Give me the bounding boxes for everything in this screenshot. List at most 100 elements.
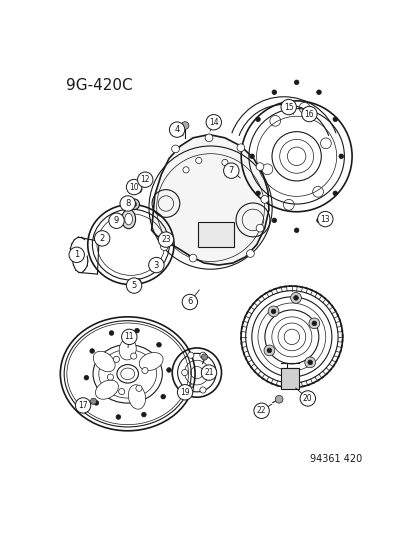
Circle shape (135, 385, 142, 391)
Circle shape (285, 374, 290, 378)
Circle shape (131, 202, 136, 207)
Circle shape (177, 385, 192, 400)
Text: 15: 15 (283, 102, 293, 111)
Circle shape (134, 185, 142, 193)
Circle shape (119, 389, 124, 394)
Circle shape (160, 243, 168, 251)
Circle shape (266, 348, 271, 353)
Circle shape (109, 330, 114, 335)
Text: 16: 16 (304, 109, 313, 118)
Text: 1: 1 (74, 251, 79, 259)
Circle shape (280, 99, 296, 115)
Circle shape (246, 250, 254, 257)
Circle shape (275, 395, 282, 403)
Text: 7: 7 (228, 166, 233, 175)
Circle shape (75, 398, 90, 413)
Circle shape (137, 172, 152, 188)
Text: 94361 420: 94361 420 (309, 454, 361, 464)
Circle shape (221, 159, 228, 166)
Circle shape (126, 278, 141, 293)
Circle shape (338, 154, 343, 159)
Bar (197, 222, 234, 247)
Text: 12: 12 (140, 175, 150, 184)
Circle shape (237, 144, 244, 151)
Circle shape (271, 90, 276, 94)
Circle shape (271, 309, 275, 314)
Text: 23: 23 (161, 235, 170, 244)
Bar (281, 368, 298, 390)
Text: 9G-420C: 9G-420C (65, 78, 132, 93)
Ellipse shape (124, 213, 132, 225)
Circle shape (249, 154, 254, 159)
Circle shape (299, 391, 315, 406)
Circle shape (183, 167, 189, 173)
Circle shape (282, 370, 292, 381)
Circle shape (304, 357, 315, 368)
Circle shape (301, 106, 316, 122)
Circle shape (317, 212, 332, 227)
Circle shape (142, 367, 148, 374)
Circle shape (206, 115, 221, 130)
Circle shape (166, 368, 171, 372)
Circle shape (308, 318, 319, 329)
Circle shape (199, 352, 206, 358)
Circle shape (260, 196, 268, 203)
Text: 13: 13 (320, 215, 329, 224)
Text: 8: 8 (125, 199, 130, 208)
Circle shape (311, 321, 316, 326)
Circle shape (294, 80, 298, 85)
Circle shape (94, 401, 98, 405)
Circle shape (271, 218, 276, 223)
Text: 3: 3 (153, 261, 159, 270)
Circle shape (156, 342, 161, 347)
Circle shape (256, 163, 263, 171)
Ellipse shape (121, 209, 135, 229)
Circle shape (69, 247, 84, 262)
Circle shape (294, 228, 298, 232)
Circle shape (255, 191, 260, 196)
Circle shape (169, 122, 184, 138)
Circle shape (141, 413, 146, 417)
Circle shape (205, 369, 211, 376)
Text: 10: 10 (129, 183, 138, 191)
Ellipse shape (139, 352, 163, 370)
Text: 4: 4 (174, 125, 179, 134)
Circle shape (84, 375, 88, 380)
Polygon shape (151, 134, 268, 265)
Circle shape (268, 306, 278, 317)
Circle shape (195, 157, 202, 164)
Text: 14: 14 (209, 118, 218, 127)
Circle shape (120, 196, 135, 211)
Circle shape (94, 231, 109, 246)
Circle shape (128, 199, 139, 209)
Circle shape (253, 403, 268, 418)
Circle shape (316, 218, 320, 223)
Circle shape (205, 134, 212, 142)
Circle shape (90, 398, 96, 405)
Circle shape (181, 369, 188, 376)
Ellipse shape (93, 351, 115, 372)
Circle shape (307, 360, 312, 365)
Circle shape (201, 365, 216, 380)
Circle shape (133, 278, 141, 286)
Circle shape (332, 117, 337, 122)
Circle shape (189, 254, 197, 262)
Circle shape (199, 387, 206, 393)
Text: 11: 11 (124, 333, 134, 341)
Circle shape (109, 213, 124, 229)
Circle shape (130, 353, 136, 359)
Circle shape (107, 374, 113, 380)
Circle shape (116, 415, 121, 419)
Circle shape (223, 163, 238, 179)
Text: 19: 19 (180, 388, 190, 397)
Circle shape (256, 224, 263, 232)
Circle shape (161, 394, 165, 399)
Circle shape (187, 352, 193, 358)
Text: 20: 20 (302, 394, 312, 403)
Circle shape (290, 293, 301, 303)
Text: 9: 9 (114, 216, 119, 225)
Circle shape (182, 294, 197, 310)
Circle shape (90, 349, 94, 353)
Circle shape (113, 356, 119, 362)
Text: 2: 2 (100, 234, 104, 243)
